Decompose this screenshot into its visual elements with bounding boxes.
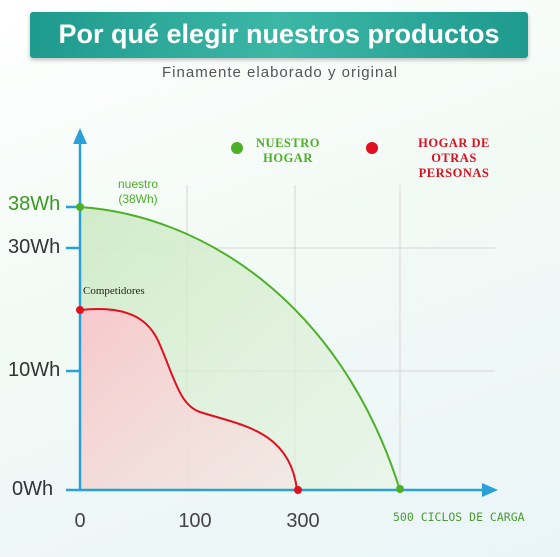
competitor-curve <box>79 308 298 491</box>
y-label: 0Wh <box>12 478 54 500</box>
axes <box>66 128 498 497</box>
y-label: 10Wh <box>8 359 61 381</box>
legend-label: NUESTRO HOGAR <box>256 136 320 165</box>
subtitle: Finamente elaborado y original <box>162 64 398 81</box>
x-label: 0 <box>74 510 86 532</box>
title: Por qué elegir nuestros productos <box>30 12 528 58</box>
legend-dot <box>366 142 378 154</box>
legend-label: HOGAR DE OTRAS PERSONAS <box>418 136 490 180</box>
ours-curve <box>79 206 401 491</box>
y-label: 38Wh <box>8 193 61 215</box>
ours-start <box>76 203 84 211</box>
legend-dot <box>231 142 243 154</box>
comp-end <box>294 486 302 494</box>
annotation: nuestro (38Wh) <box>117 177 159 206</box>
y-label: 30Wh <box>8 236 61 258</box>
comp-start <box>76 306 84 314</box>
x-label: 100 <box>178 510 212 532</box>
annotation: Competidores <box>83 285 145 297</box>
x-title: 500 CICLOS DE CARGA <box>393 510 525 524</box>
x-label: 300 <box>286 510 320 532</box>
ours-end <box>396 485 404 493</box>
competitor-area <box>80 309 297 490</box>
